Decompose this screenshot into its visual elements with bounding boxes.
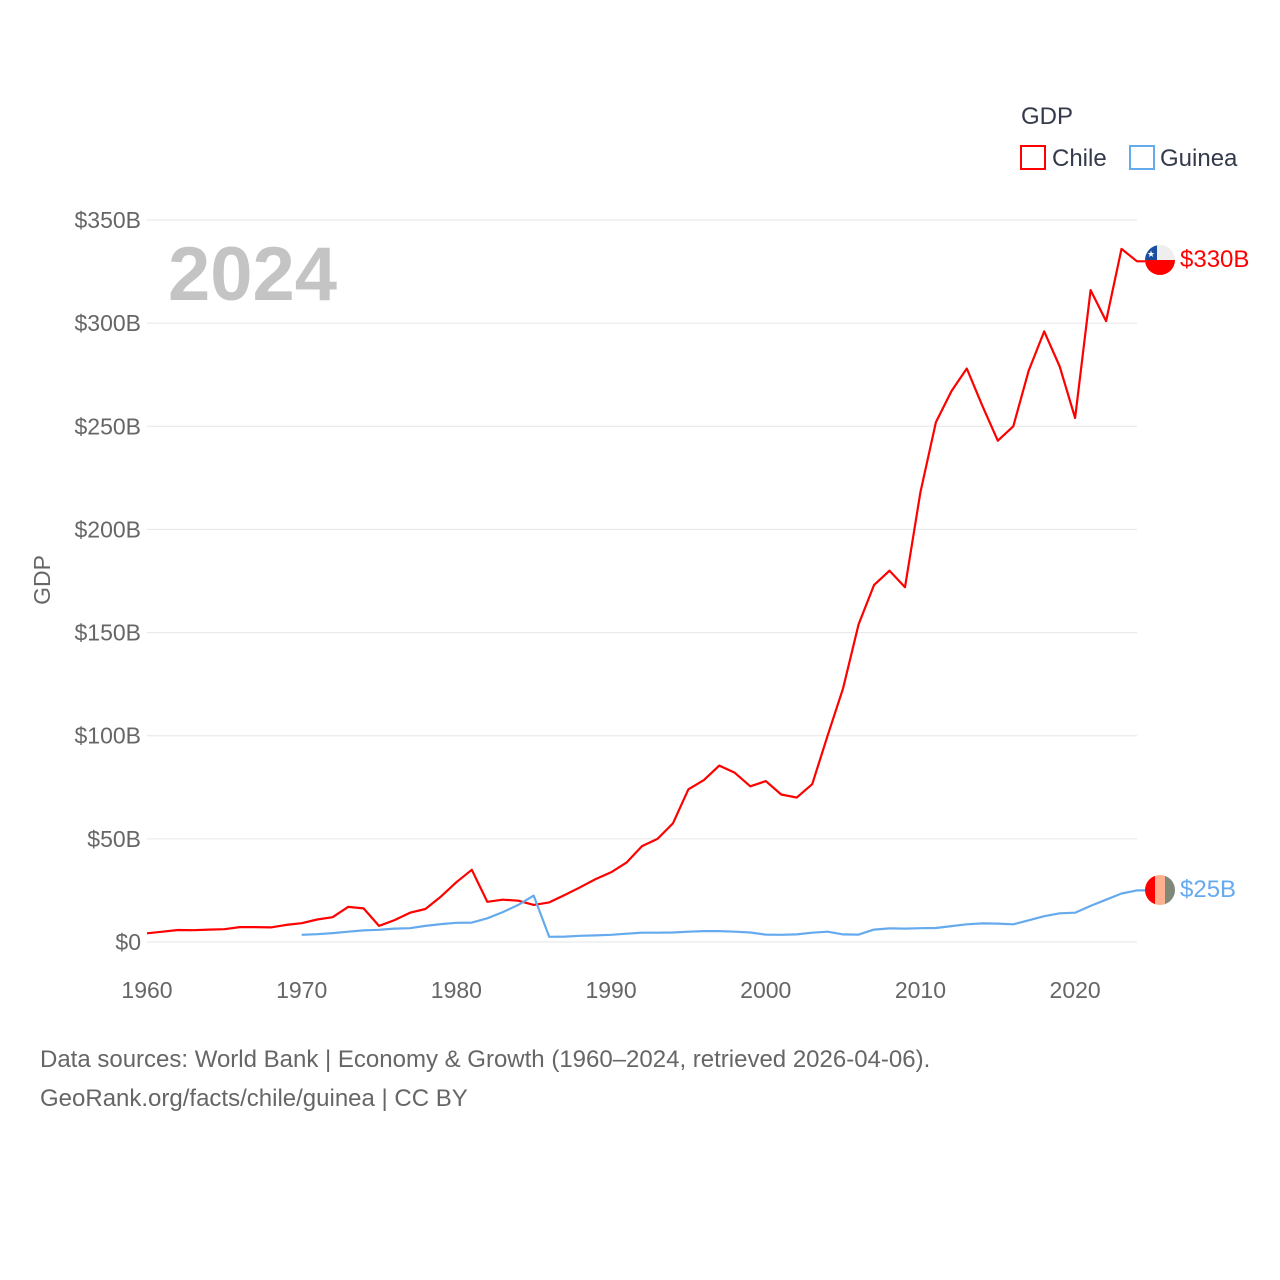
- chile-flag-icon: ★: [1145, 245, 1175, 275]
- series-line-chile[interactable]: [146, 247, 1145, 935]
- legend-title: GDP: [1021, 103, 1073, 130]
- footer-sources: Data sources: World Bank | Economy & Gro…: [40, 1046, 931, 1073]
- y-tick-label: $350B: [74, 207, 141, 233]
- x-tick-label: 1990: [585, 977, 636, 1003]
- x-tick-label: 1960: [121, 977, 172, 1003]
- y-tick-label: $200B: [74, 516, 141, 542]
- chile-end-label: $330B: [1180, 246, 1249, 273]
- legend-swatch-chile[interactable]: [1020, 145, 1046, 170]
- x-tick-label: 2000: [740, 977, 791, 1003]
- legend: GDP Chile Guinea: [1020, 103, 1238, 172]
- year-watermark: 2024: [168, 232, 337, 317]
- series-line-guinea[interactable]: [301, 889, 1145, 938]
- y-tick-label: $150B: [74, 620, 141, 646]
- x-tick-label: 1970: [276, 977, 327, 1003]
- guinea-end-label: $25B: [1180, 876, 1236, 903]
- x-tick-label: 2010: [895, 977, 946, 1003]
- y-tick-label: $300B: [74, 310, 141, 336]
- legend-label-guinea[interactable]: Guinea: [1160, 145, 1238, 172]
- guinea-flag-icon: [1145, 875, 1175, 905]
- legend-swatch-guinea[interactable]: [1129, 145, 1155, 170]
- legend-label-chile[interactable]: Chile: [1052, 145, 1107, 172]
- x-tick-label: 2020: [1050, 977, 1101, 1003]
- footer-link[interactable]: GeoRank.org/facts/chile/guinea | CC BY: [40, 1085, 468, 1112]
- y-tick-label: $250B: [74, 413, 141, 439]
- y-tick-label: $50B: [87, 826, 141, 852]
- svg-text:★: ★: [1147, 249, 1155, 259]
- y-axis-label: GDP: [29, 555, 55, 605]
- y-tick-label: $0: [115, 929, 141, 955]
- x-tick-label: 1980: [431, 977, 482, 1003]
- y-tick-label: $100B: [74, 723, 141, 749]
